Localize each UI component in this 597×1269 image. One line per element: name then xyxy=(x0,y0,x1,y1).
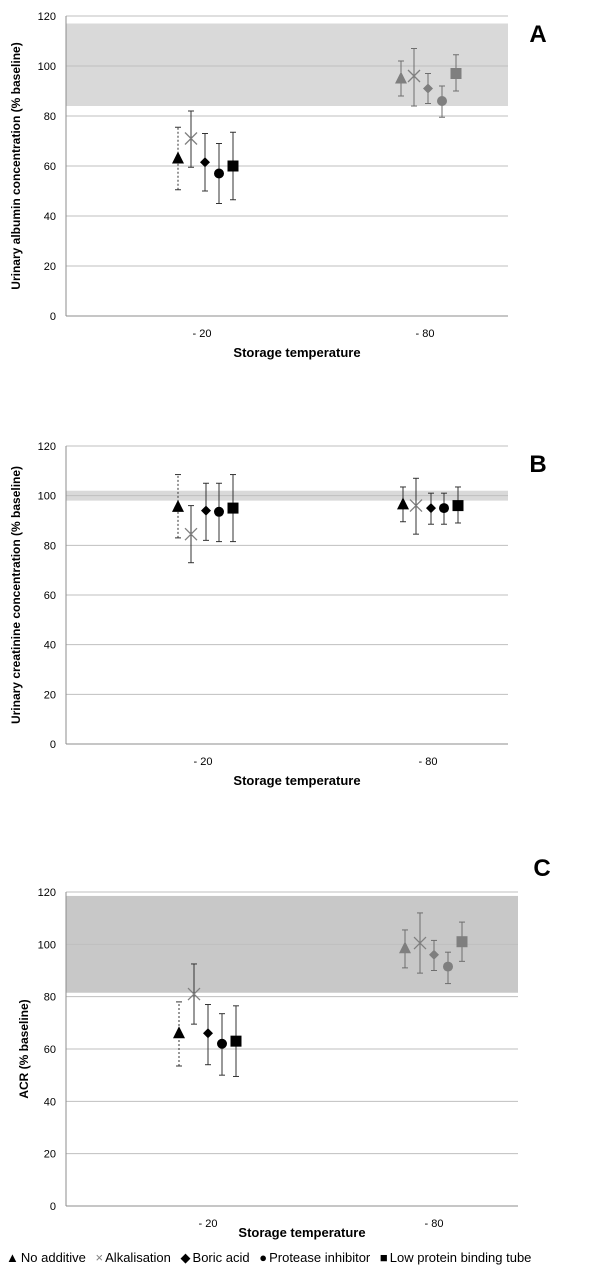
y-tick-label: 100 xyxy=(38,491,56,503)
y-tick-label: 0 xyxy=(50,1201,56,1213)
data-point-triangle xyxy=(172,151,184,164)
data-point-x xyxy=(407,69,421,83)
legend-item-boric-acid: ◆ Boric acid xyxy=(181,1250,250,1265)
y-tick-label: 60 xyxy=(44,1044,56,1056)
x-tick-label: - 20 xyxy=(199,1218,218,1230)
data-point-square xyxy=(230,1035,242,1047)
y-tick-label: 120 xyxy=(38,441,56,453)
reference-band xyxy=(66,23,508,106)
triangle-icon: ▲ xyxy=(6,1250,19,1265)
panel-label: C xyxy=(533,855,550,882)
data-point-square xyxy=(450,68,462,79)
chart-panel-b: 0 20 40 60 80 100 120 - 20 - 80 Storage temperatu… xyxy=(9,441,547,788)
circle-icon: ● xyxy=(259,1250,268,1265)
y-tick-label: 60 xyxy=(44,161,56,173)
data-point-triangle xyxy=(399,941,411,954)
square-icon: ■ xyxy=(379,1250,388,1265)
legend-item-no-additive: ▲ No additive xyxy=(6,1250,86,1265)
y-tick-label: 0 xyxy=(50,311,56,323)
data-point-triangle xyxy=(173,1026,185,1039)
x-tick-label: - 80 xyxy=(416,328,435,340)
legend-label: Protease inhibitor xyxy=(269,1250,371,1265)
x-tick-label: - 80 xyxy=(419,756,438,768)
legend-label: Low protein binding tube xyxy=(389,1250,532,1265)
x-tick-label: - 20 xyxy=(193,328,212,340)
data-point-square xyxy=(227,160,239,172)
data-point-x xyxy=(187,987,201,1001)
data-point-x xyxy=(409,499,423,513)
y-tick-label: 100 xyxy=(38,939,56,951)
data-point-circle xyxy=(437,96,447,106)
legend-label: Alkalisation xyxy=(105,1250,171,1265)
data-point-x xyxy=(184,132,198,145)
y-axis-title: ACR (% baseline) xyxy=(17,999,31,1098)
data-point-circle xyxy=(214,506,224,517)
data-point-square xyxy=(456,936,468,948)
legend: ▲ No additive × Alkalisation ◆ Boric acid ●… xyxy=(6,1250,597,1266)
data-point-diamond xyxy=(201,505,211,516)
y-tick-label: 20 xyxy=(44,261,56,273)
y-tick-label: 0 xyxy=(50,739,56,751)
legend-item-alkalisation: × Alkalisation xyxy=(96,1250,171,1265)
y-tick-label: 40 xyxy=(44,211,56,223)
legend-item-low-protein-binding-tube: ■ Low protein binding tube xyxy=(380,1250,532,1265)
chart-panel-c: 0 20 40 60 80 100 120 - 20 - 80 Storage temperatu… xyxy=(17,855,551,1240)
y-tick-label: 120 xyxy=(38,887,56,899)
data-point-diamond xyxy=(426,503,436,514)
y-tick-label: 120 xyxy=(38,11,56,23)
data-point-diamond xyxy=(423,83,433,94)
data-point-triangle xyxy=(172,499,184,512)
data-point-triangle xyxy=(397,497,409,510)
data-point-diamond xyxy=(429,949,439,960)
legend-label: No additive xyxy=(20,1250,86,1265)
legend-label: Boric acid xyxy=(192,1250,250,1265)
x-icon: × xyxy=(95,1250,104,1265)
data-point-triangle xyxy=(395,71,407,84)
y-tick-label: 20 xyxy=(44,689,56,701)
legend-item-protease-inhibitor: ● Protease inhibitor xyxy=(259,1250,370,1265)
x-axis-title: Storage temperature xyxy=(233,345,360,360)
y-tick-label: 80 xyxy=(44,540,56,552)
y-tick-label: 40 xyxy=(44,640,56,652)
y-tick-label: 80 xyxy=(44,111,56,123)
x-tick-label: - 80 xyxy=(425,1218,444,1230)
data-point-diamond xyxy=(200,157,210,168)
diamond-icon: ◆ xyxy=(180,1250,191,1265)
data-point-circle xyxy=(439,503,449,514)
data-point-circle xyxy=(217,1038,227,1049)
x-tick-label: - 20 xyxy=(194,756,213,768)
y-tick-label: 60 xyxy=(44,590,56,602)
y-axis-title: Urinary albumin concentration (% baselin… xyxy=(9,42,23,289)
data-point-square xyxy=(227,502,239,514)
x-axis-title: Storage temperature xyxy=(233,773,360,788)
data-point-x xyxy=(413,936,427,950)
chart-panel-a: 0 20 40 60 80 100 120 - 20 - 80 Storage temperatu… xyxy=(9,11,547,360)
data-point-diamond xyxy=(203,1028,213,1039)
y-tick-label: 20 xyxy=(44,1149,56,1161)
data-point-circle xyxy=(443,961,453,972)
y-axis-title: Urinary creatinine concentration (% base… xyxy=(9,466,23,724)
x-axis-title: Storage temperature xyxy=(238,1225,365,1240)
data-point-square xyxy=(452,500,464,512)
panel-label: B xyxy=(529,451,546,478)
data-point-x xyxy=(184,527,198,541)
y-tick-label: 40 xyxy=(44,1096,56,1108)
panel-label: A xyxy=(529,21,546,48)
data-point-circle xyxy=(214,168,224,179)
y-tick-label: 80 xyxy=(44,992,56,1004)
y-tick-label: 100 xyxy=(38,61,56,73)
